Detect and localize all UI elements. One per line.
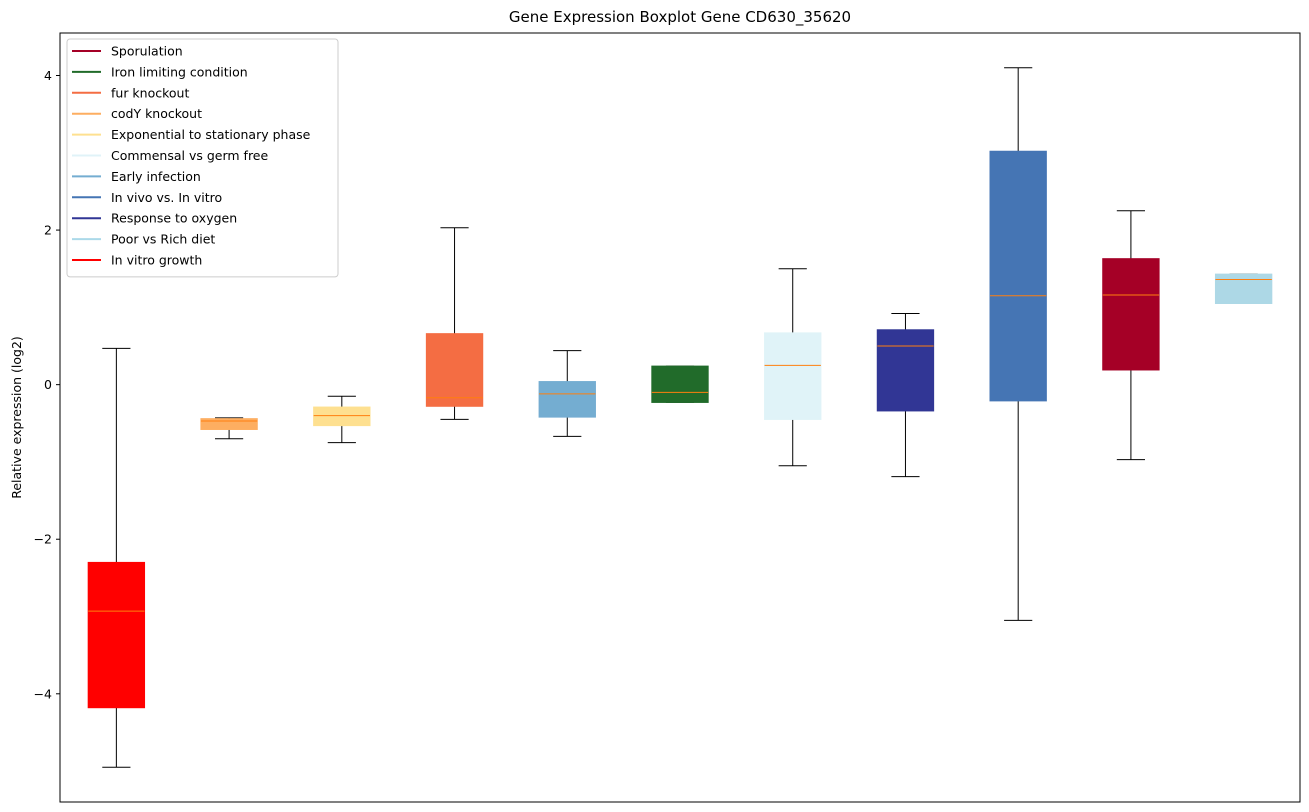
box-fur-knockout xyxy=(425,227,484,420)
legend-label: Commensal vs germ free xyxy=(111,148,268,163)
y-tick-label: −4 xyxy=(34,686,52,701)
box-response-to-oxygen xyxy=(876,313,935,478)
box-iron-limiting-condition xyxy=(651,365,709,403)
box-body xyxy=(651,365,709,403)
legend-label: Response to oxygen xyxy=(111,211,237,226)
y-axis: −4 −2 0 2 4 xyxy=(34,68,60,701)
legend-label: Sporulation xyxy=(111,44,183,59)
y-tick-label: 2 xyxy=(44,223,52,238)
box-body xyxy=(876,329,935,412)
boxes-layer xyxy=(87,67,1273,768)
legend-label: fur knockout xyxy=(111,85,189,100)
legend-label: codY knockout xyxy=(111,106,202,121)
y-axis-label: Relative expression (log2) xyxy=(9,336,24,499)
legend-label: Exponential to stationary phase xyxy=(111,127,311,142)
box-body xyxy=(1102,258,1160,371)
box-body xyxy=(538,381,596,418)
y-tick-label: 0 xyxy=(44,377,52,392)
y-tick-label: −2 xyxy=(34,532,52,547)
box-in-vitro-growth xyxy=(87,347,146,768)
box-poor-vs-rich-diet xyxy=(1214,273,1273,305)
box-body xyxy=(764,332,822,420)
box-exponential-to-stationary-phase xyxy=(313,395,371,444)
box-early-infection xyxy=(538,350,596,437)
chart-title: Gene Expression Boxplot Gene CD630_35620 xyxy=(509,8,851,27)
box-body xyxy=(200,418,258,430)
box-cody-knockout xyxy=(200,417,258,440)
box-commensal-vs-germ-free xyxy=(764,268,822,467)
legend-label: Iron limiting condition xyxy=(111,64,248,79)
box-body xyxy=(1214,273,1273,305)
legend: Sporulation Iron limiting condition fur kn… xyxy=(66,38,339,278)
box-body xyxy=(989,150,1047,402)
legend-label: In vivo vs. In vitro xyxy=(111,190,222,205)
y-tick-label: 4 xyxy=(44,68,52,83)
box-body xyxy=(425,333,484,407)
box-in-vivo-vs-in-vitro xyxy=(989,67,1047,621)
plot-area-frame xyxy=(59,32,1301,803)
legend-label: In vitro growth xyxy=(111,253,202,268)
legend-label: Early infection xyxy=(111,169,201,184)
legend-label: Poor vs Rich diet xyxy=(111,232,215,247)
legend-box xyxy=(66,38,339,278)
box-sporulation xyxy=(1102,210,1160,461)
box-body xyxy=(87,561,146,709)
box-body xyxy=(313,406,371,427)
